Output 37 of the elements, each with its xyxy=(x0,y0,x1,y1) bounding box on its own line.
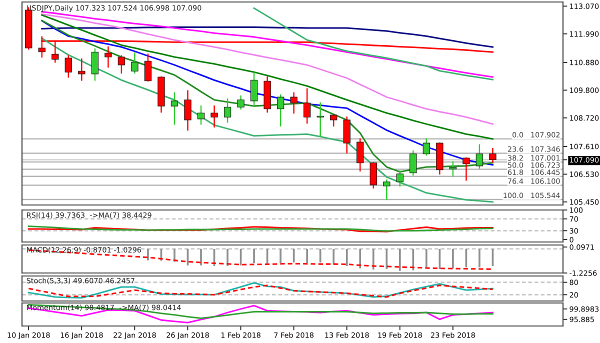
candlestick xyxy=(184,90,192,131)
candlestick xyxy=(383,179,390,200)
candlestick xyxy=(330,114,338,126)
line-series xyxy=(41,37,494,203)
candlestick xyxy=(489,148,496,163)
line-series xyxy=(41,11,494,78)
candlestick xyxy=(64,55,72,78)
candlestick xyxy=(78,58,86,81)
line-series xyxy=(28,304,494,320)
candlestick xyxy=(410,150,417,176)
line-series xyxy=(28,249,494,270)
candlestick xyxy=(237,95,244,110)
line-series xyxy=(41,26,494,48)
candlestick xyxy=(276,94,284,126)
candlestick xyxy=(356,138,364,172)
candlestick xyxy=(370,162,377,188)
candlestick xyxy=(449,161,457,177)
candlestick xyxy=(104,46,112,68)
candlestick xyxy=(303,88,311,124)
candlestick xyxy=(462,157,470,181)
candlestick xyxy=(316,102,324,136)
candlestick xyxy=(422,138,430,156)
candlestick xyxy=(250,72,258,107)
candlestick xyxy=(290,92,298,114)
line-series xyxy=(28,304,494,324)
candlestick xyxy=(224,98,232,123)
candlestick xyxy=(170,92,178,125)
candlestick xyxy=(91,48,99,81)
candlestick xyxy=(396,170,404,187)
candlestick xyxy=(131,52,138,74)
candlestick xyxy=(118,55,126,74)
candlestick xyxy=(210,105,218,128)
candlestick xyxy=(144,54,152,82)
line-series xyxy=(253,7,494,80)
candlestick xyxy=(343,116,350,154)
candlestick xyxy=(476,144,484,169)
candlestick xyxy=(197,105,205,125)
